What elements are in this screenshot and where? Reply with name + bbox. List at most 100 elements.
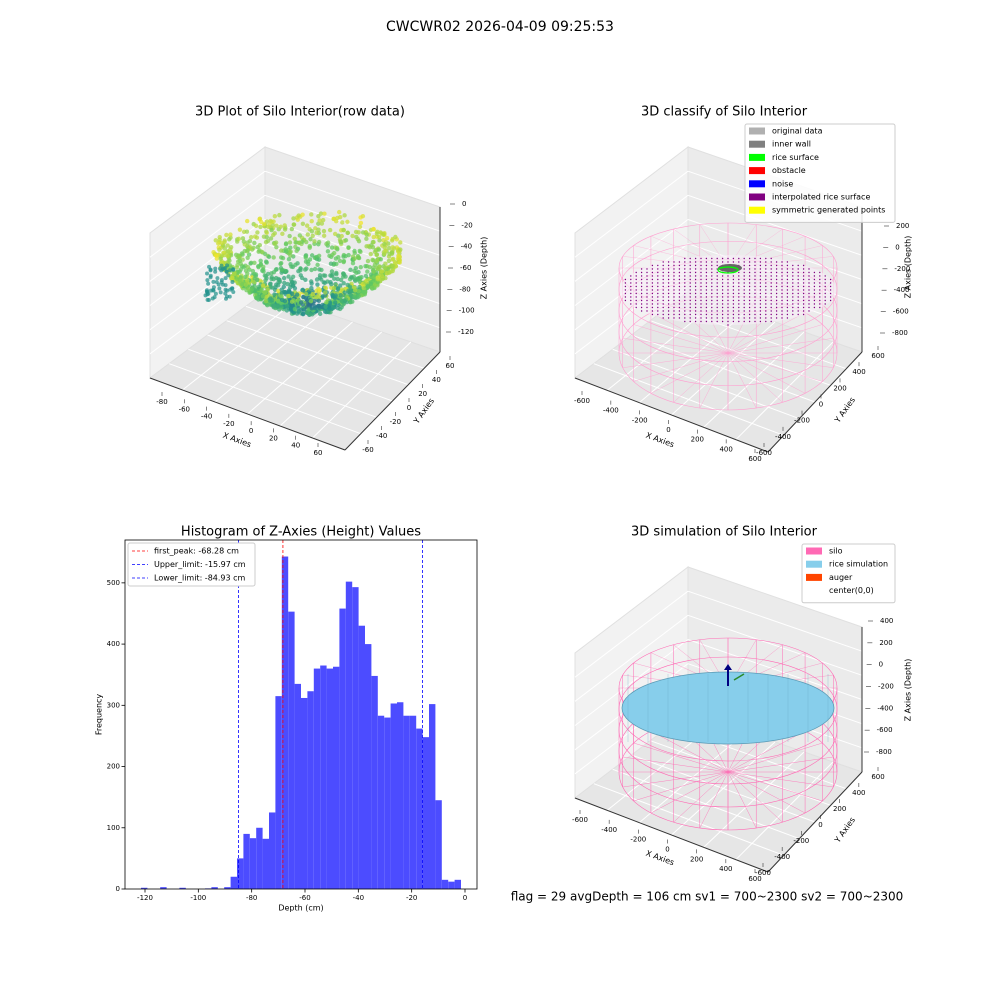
surface-point	[700, 313, 702, 316]
surface-point	[635, 275, 637, 277]
surface-point	[748, 271, 751, 274]
surface-point	[727, 278, 729, 281]
cloud-point	[296, 240, 302, 246]
x-tick-label: -80	[156, 398, 167, 406]
cloud-point	[297, 233, 303, 238]
surface-point	[667, 299, 670, 302]
surface-point	[705, 289, 708, 291]
surface-point	[630, 282, 632, 284]
surface-point	[678, 289, 681, 291]
surface-point	[786, 310, 789, 312]
surface-point	[797, 303, 799, 305]
cloud-point	[352, 288, 358, 293]
surface-point	[624, 289, 627, 291]
silo-spoke	[699, 771, 729, 829]
surface-point	[667, 271, 670, 274]
cloud-point	[217, 286, 222, 291]
surface-point	[781, 268, 783, 270]
cloud-point	[252, 240, 257, 246]
surface-point	[640, 299, 643, 302]
cloud-point	[211, 279, 216, 284]
surface-point	[640, 289, 643, 291]
surface-point	[673, 306, 675, 309]
cloud-point	[390, 245, 395, 250]
silo-spoke	[622, 771, 729, 788]
bar	[237, 858, 244, 889]
y-tick-label: -600	[756, 449, 772, 457]
cloud-point	[290, 264, 296, 270]
surface-point	[743, 303, 745, 305]
legend-label: noise	[772, 179, 793, 188]
cloud-point	[386, 245, 392, 251]
cloud-point	[283, 241, 289, 246]
surface-point	[743, 289, 745, 291]
cloud-point	[350, 261, 356, 266]
cloud-point	[280, 231, 285, 237]
surface-point	[808, 268, 810, 270]
cloud-point	[315, 282, 320, 287]
surface-point	[630, 296, 632, 298]
surface-point	[792, 303, 794, 305]
surface-point	[694, 306, 697, 309]
surface-point	[797, 306, 799, 309]
surface-point	[765, 303, 767, 305]
surface-point	[738, 282, 740, 284]
surface-point	[657, 278, 659, 281]
x-tick-label: -600	[572, 816, 588, 824]
silo-spoke	[727, 352, 757, 409]
cloud-point	[339, 287, 345, 292]
cloud-point	[215, 241, 221, 246]
cloud-point	[245, 248, 250, 253]
surface-point	[786, 271, 789, 274]
surface-point	[662, 268, 664, 270]
cloud-point	[245, 255, 250, 261]
surface-point	[700, 317, 702, 319]
cloud-point	[355, 236, 361, 242]
x-tick-label: -40	[353, 894, 364, 902]
surface-point	[824, 285, 826, 288]
surface-point	[689, 271, 691, 274]
silo-spoke	[650, 771, 729, 814]
cloud-point	[316, 214, 321, 219]
cloud-point	[288, 249, 293, 254]
cloud-point	[382, 251, 387, 256]
surface-point	[765, 296, 767, 298]
cloud-point	[328, 261, 334, 266]
silo-spoke	[727, 771, 834, 788]
surface-point	[770, 268, 772, 270]
surface-point	[781, 313, 783, 316]
surface-point	[748, 303, 751, 305]
surface-point	[678, 313, 681, 316]
cloud-point	[230, 280, 235, 285]
bar	[339, 608, 346, 889]
surface-point	[738, 285, 740, 288]
surface-point	[694, 289, 697, 291]
subplot-title: 3D classify of Silo Interior	[641, 105, 808, 120]
surface-point	[759, 261, 762, 263]
cloud-point	[330, 306, 335, 311]
surface-point	[694, 313, 697, 316]
surface-point	[754, 282, 756, 284]
x-tick-label: 0	[463, 894, 467, 902]
surface-point	[684, 317, 686, 319]
pane-grid	[574, 170, 689, 258]
x-tick-label: -20	[406, 894, 417, 902]
surface-point	[786, 292, 789, 295]
surface-point	[754, 313, 756, 316]
surface-point	[684, 285, 686, 288]
surface-point	[711, 296, 713, 298]
cloud-point	[331, 286, 337, 291]
surface-point	[721, 317, 724, 319]
surface-point	[727, 299, 729, 302]
surface-point	[716, 303, 718, 305]
cloud-point	[339, 233, 344, 239]
surface-point	[689, 317, 691, 319]
surface-point	[802, 292, 805, 295]
pane-grid	[574, 590, 689, 678]
surface-point	[765, 299, 767, 302]
z-tick-label: -800	[892, 329, 908, 337]
cloud-point	[266, 254, 272, 259]
surface-point	[651, 292, 654, 295]
surface-point	[754, 303, 756, 305]
surface-point	[759, 285, 762, 288]
